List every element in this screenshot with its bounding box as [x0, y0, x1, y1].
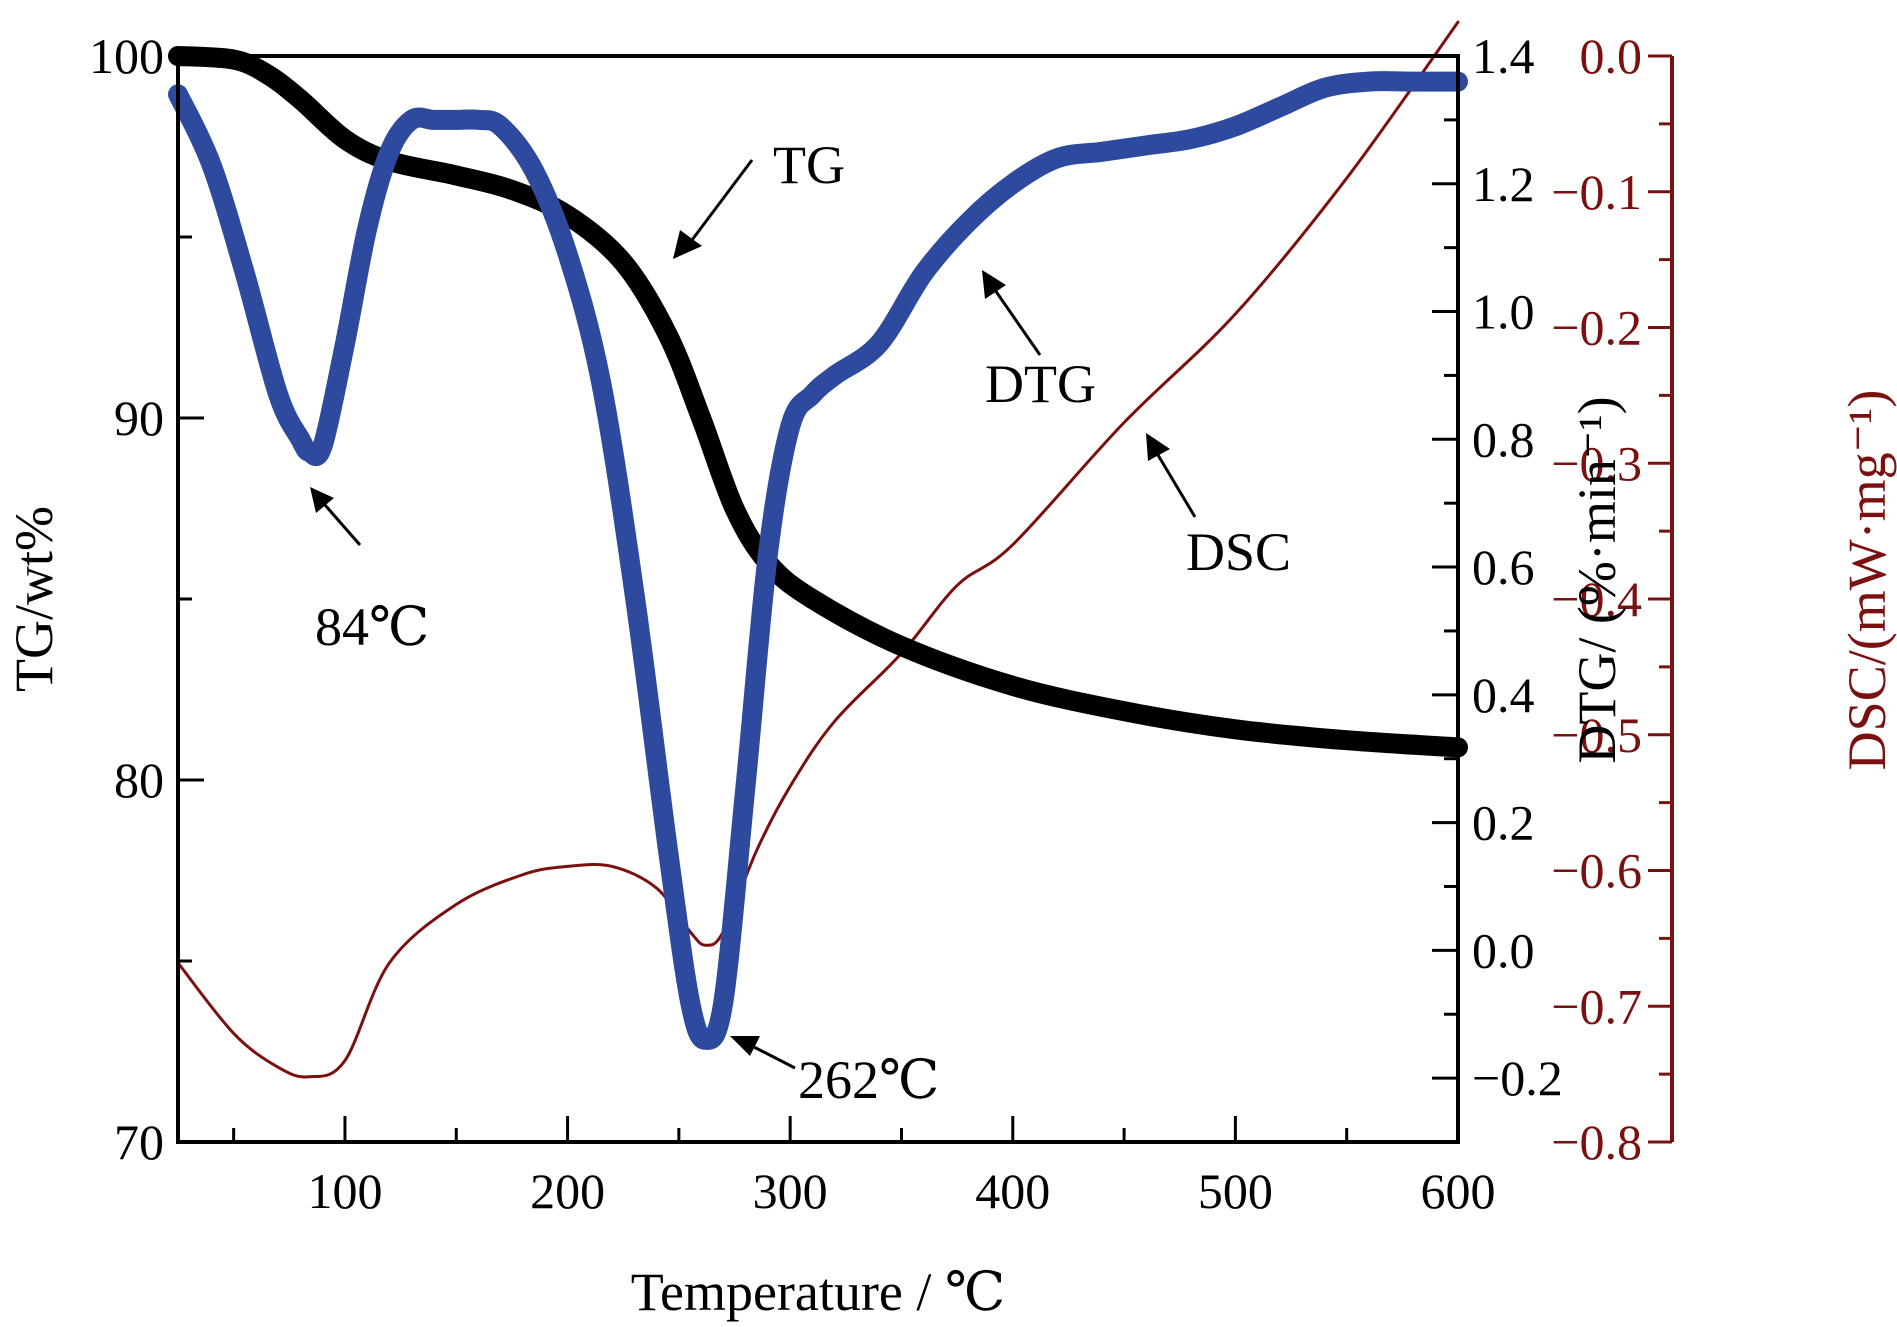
dtg-tick-label: 1.0	[1472, 284, 1535, 340]
tg-tick-label: 80	[114, 752, 164, 808]
dsc-tick-label: −0.6	[1551, 843, 1642, 899]
dtg-tick-label: 0.4	[1472, 667, 1535, 723]
annotation-tg: TG	[773, 135, 845, 195]
annotation-dtg: DTG	[985, 354, 1096, 414]
dtg-tick-label: 0.0	[1472, 922, 1535, 978]
annotation-262c-arrow	[751, 1044, 796, 1070]
dtg-axis-ticks: −0.2 0.0 0.2 0.4 0.6 0.8 1.0 1.2 1.4	[1432, 28, 1563, 1144]
dsc-tick-label: −0.1	[1551, 164, 1642, 220]
tg-tick-label: 100	[89, 28, 164, 84]
dtg-tick-label: 0.6	[1472, 539, 1535, 595]
annotation-dtg-arrow	[993, 289, 1042, 356]
annotation-84c-arrow	[323, 504, 362, 546]
x-tick-label: 500	[1198, 1163, 1273, 1219]
x-tick-label: 400	[975, 1163, 1050, 1219]
annotation-dsc-arrow	[1156, 454, 1197, 518]
x-tick-label: 300	[753, 1163, 828, 1219]
dtg-tick-label: 0.8	[1472, 411, 1535, 467]
tg-axis-ticks: 70 80 90 100	[89, 28, 204, 1170]
annotation-dsc: DSC	[1186, 522, 1291, 582]
dsc-tick-label: −0.4	[1551, 571, 1642, 627]
dsc-tick-label: −0.7	[1551, 978, 1642, 1034]
annotation-tg-arrow	[690, 159, 754, 241]
dsc-tick-label: −0.3	[1551, 435, 1642, 491]
annotation-tg-arrowhead	[673, 230, 702, 259]
x-axis-ticks: 100 200 300 400 500 600	[232, 1116, 1496, 1219]
x-axis-title: Temperature / ℃	[631, 1262, 1005, 1322]
x-tick-label: 100	[307, 1163, 382, 1219]
dtg-tick-label: −0.2	[1472, 1050, 1563, 1106]
x-tick-label: 600	[1421, 1163, 1496, 1219]
dsc-tick-label: −0.8	[1551, 1114, 1642, 1170]
dtg-tick-label: 1.2	[1472, 156, 1535, 212]
series-tg-line	[168, 46, 1468, 758]
tg-axis-title: TG/wt%	[4, 506, 64, 692]
annotation-84c-arrowhead	[310, 487, 334, 513]
annotation-dsc-arrowhead	[1146, 433, 1170, 461]
dsc-tick-label: −0.2	[1551, 300, 1642, 356]
tg-tick-label: 70	[114, 1114, 164, 1170]
annotation-262c-arrowhead	[730, 1036, 760, 1056]
annotation-84c: 84℃	[315, 597, 429, 657]
x-tick-label: 200	[530, 1163, 605, 1219]
dsc-axis-ticks: −0.8 −0.7 −0.6 −0.5 −0.4 −0.3 −0.2 −0.1 0.0	[1551, 28, 1672, 1170]
dtg-axis-title: DTG/ (%·min⁻¹)	[1567, 396, 1627, 763]
dsc-tick-label: 0.0	[1580, 28, 1643, 84]
annotation-dtg-arrowhead	[982, 270, 1006, 299]
series-dsc-line	[176, 20, 1460, 1079]
series-layer	[168, 20, 1468, 1079]
annotation-262c: 262℃	[798, 1050, 939, 1110]
tg-tick-label: 90	[114, 390, 164, 446]
annotation-layer: TG DTG DSC 84℃ 262℃	[310, 135, 1291, 1110]
dtg-tick-label: 0.2	[1472, 795, 1535, 851]
dsc-tick-label: −0.5	[1551, 707, 1642, 763]
dtg-tick-label: 1.4	[1472, 28, 1535, 84]
dsc-axis-title: DSC/(mW·mg⁻¹)	[1837, 390, 1897, 771]
series-dtg-line	[168, 71, 1468, 1050]
